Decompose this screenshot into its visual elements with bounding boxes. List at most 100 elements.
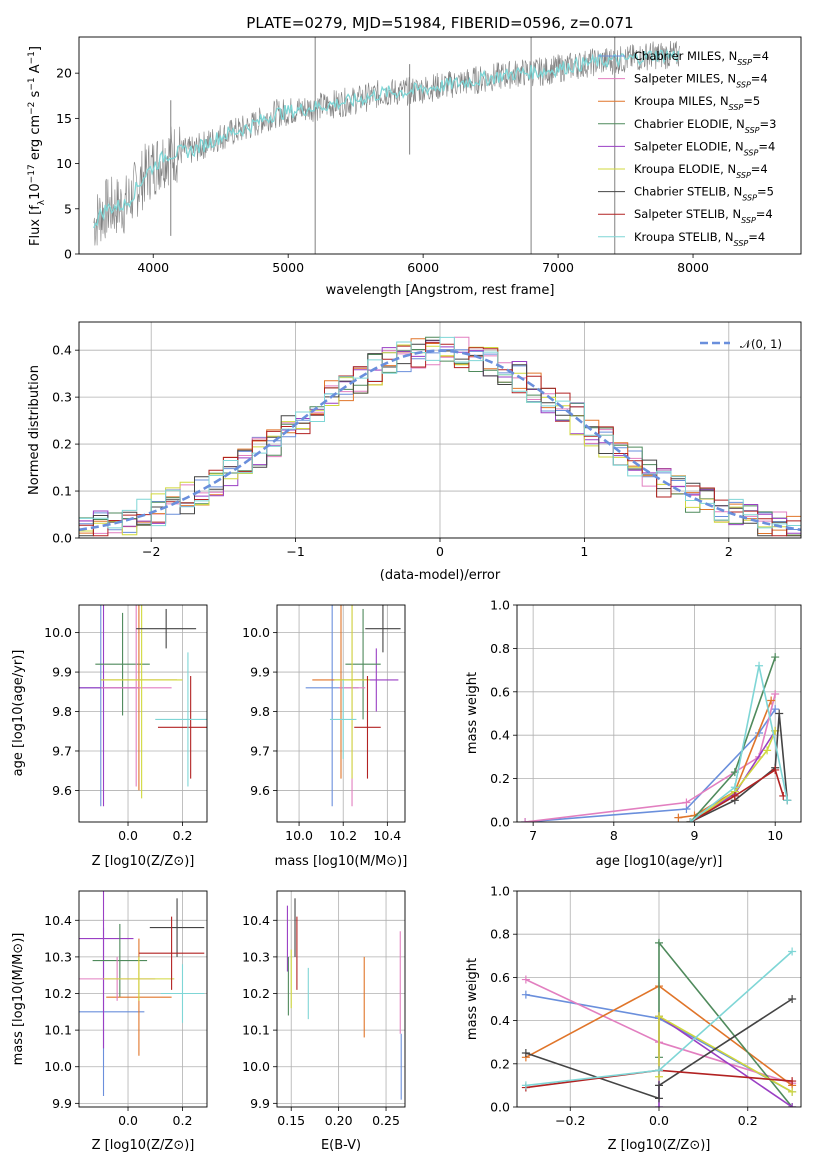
age_vs_mass-ytick-label: 9.8 [250, 704, 270, 719]
weight_vs_age-point-cyan [730, 783, 739, 792]
spectrum-model-line [93, 48, 680, 229]
weight_vs_Z-point-cyan [521, 1081, 530, 1090]
age_vs_Z-ytick-label: 9.9 [52, 665, 72, 680]
spectrum-legend-label: Salpeter MILES, NSSP=4 [634, 72, 768, 90]
mass_vs_ebv-ytick-label: 10.1 [242, 1023, 270, 1038]
weight_vs_age-point-pink [521, 818, 530, 822]
weight_vs_Z-point-cyan [655, 1066, 663, 1075]
weight_vs_age-xtick-label: 8 [610, 828, 618, 843]
residuals-ytick-label: 0.3 [52, 390, 72, 405]
spectrum-legend-label: Chabrier STELIB, NSSP=5 [634, 185, 774, 203]
age_vs_Z-ytick-label: 9.6 [52, 783, 72, 798]
spectrum-ylabel: Flux [fλ10−17 erg cm−2 s−1 A−1] [27, 46, 47, 246]
weight_vs_age-point-cyan [686, 818, 695, 822]
weight_vs_age-series-olive [690, 730, 776, 822]
residuals-ytick-label: 0.1 [52, 484, 72, 499]
weight_vs_age-ytick-label: 0.2 [490, 771, 510, 786]
mass_vs_ebv-ytick-label: 10.3 [242, 949, 270, 964]
spectrum-xtick-label: 7000 [542, 260, 574, 275]
weight_vs_age-point-cyan [783, 796, 792, 805]
weight_vs_age-ytick-label: 0.0 [490, 815, 510, 830]
age_vs_Z-ytick-label: 10.0 [44, 625, 72, 640]
spectrum-legend-label: Salpeter STELIB, NSSP=4 [634, 207, 773, 225]
residuals-ytick-label: 0.2 [52, 437, 72, 452]
weight_vs_Z-point-olive [655, 1012, 663, 1021]
weight_vs_Z-xtick-label: −0.2 [555, 1113, 585, 1128]
weight_vs_Z-series-dark [525, 998, 793, 1100]
spectrum-ytick-label: 20 [56, 66, 72, 81]
age_vs_Z-xtick-label: 0.2 [173, 828, 193, 843]
weight_vs_age-frame [516, 604, 802, 823]
residuals-plot-area [79, 322, 801, 538]
weight_vs_age-point-red [771, 765, 780, 774]
mass_vs_Z-ytick-label: 10.4 [44, 913, 72, 928]
weight_vs_age-ytick-label: 0.8 [490, 641, 510, 656]
weight_vs_Z-point-dark [655, 1094, 663, 1103]
age_vs_Z-frame [78, 604, 208, 823]
spectrum-legend-label: Salpeter ELODIE, NSSP=4 [634, 139, 775, 157]
mass_vs_ebv-ytick-label: 10.4 [242, 913, 270, 928]
weight_vs_Z-ytick-label: 0.0 [490, 1100, 510, 1115]
mass_vs_ebv-ytick-label: 9.9 [250, 1096, 270, 1111]
spectrum-legend-label: Chabrier MILES, NSSP=4 [634, 49, 769, 67]
residuals-axes [75, 321, 802, 542]
residuals-ytick-label: 0.0 [52, 531, 72, 546]
mass_vs_Z-ytick-label: 10.1 [44, 1023, 72, 1038]
weight_vs_age-ytick-label: 1.0 [490, 598, 510, 613]
weight_vs_age-point-pink [771, 689, 780, 698]
mass_vs_ebv-ytick-label: 10.0 [242, 1059, 270, 1074]
mass_vs_ebv-xtick-label: 0.20 [325, 1113, 353, 1128]
spectrum-legend-label: Kroupa STELIB, NSSP=4 [634, 230, 765, 248]
spectrum-legend-label: Kroupa MILES, NSSP=5 [634, 94, 760, 112]
weight_vs_age-xtick-label: 10 [767, 828, 783, 843]
weight_vs_Z-point-dark [655, 1081, 663, 1090]
weight_vs_age-point-blue [771, 705, 780, 714]
spectrum-plot-area [93, 37, 680, 254]
mass_vs_Z-xtick-label: 0.2 [173, 1113, 193, 1128]
normal-curve-dashed [79, 349, 801, 532]
weight_vs_age-point-cyan [755, 661, 764, 670]
weight_vs_age-ytick-label: 0.6 [490, 684, 510, 699]
mass_vs_ebv-frame [276, 890, 406, 1108]
weight_vs_Z-ytick-label: 0.6 [490, 970, 510, 985]
weight_vs_Z-xtick-label: 0.2 [738, 1113, 758, 1128]
mass_vs_Z-plot-area [79, 891, 207, 1107]
age_vs_Z-plot-area [79, 605, 207, 822]
weight_vs_Z-point-dark [521, 1049, 530, 1057]
weight_vs_Z-ytick-label: 0.8 [490, 927, 510, 942]
weight_vs_age-point-green [771, 653, 780, 662]
age_vs_mass-plot-area [277, 605, 405, 822]
mass-vs-Z-xlabel: Z [log10(Z/Z⊙)] [92, 1138, 195, 1153]
mass_vs_Z-ytick-label: 10.3 [44, 949, 72, 964]
mass-vs-ebv-xlabel: E(B-V) [321, 1138, 361, 1153]
age-vs-Z-ylabel: age [log10(age/yr)] [11, 650, 26, 777]
residuals-xtick-label: −2 [142, 544, 160, 559]
weight_vs_Z-point-pink [521, 975, 530, 984]
residual-histogram-cyan [79, 336, 801, 529]
residuals-xtick-label: 1 [580, 544, 588, 559]
weight_vs_age-series-blue [525, 708, 776, 822]
age_vs_mass-ytick-label: 9.6 [250, 783, 270, 798]
age_vs_mass-xtick-label: 10.2 [329, 828, 357, 843]
age-vs-mass-xlabel: mass [log10(M/M⊙)] [275, 854, 408, 869]
spectrum-xlabel: wavelength [Angstrom, rest frame] [326, 283, 555, 298]
weight_vs_age-xtick-label: 7 [529, 828, 537, 843]
mass_vs_Z-ytick-label: 9.9 [52, 1096, 72, 1111]
weight_vs_age-series-pink [525, 693, 776, 822]
spectrum-ytick-label: 10 [56, 156, 72, 171]
age_vs_mass-axes [273, 604, 406, 826]
weight_vs_Z-ytick-label: 0.2 [490, 1056, 510, 1071]
weight_vs_Z-plot-area [517, 891, 801, 1107]
weight_vs_Z-frame [516, 890, 802, 1108]
weight_vs_age-axes [513, 604, 802, 826]
weight_vs_age-point-dark [775, 709, 784, 718]
weight_vs_Z-point-purple [788, 1103, 797, 1107]
residuals-xtick-label: 2 [725, 544, 733, 559]
weight_vs_Z-point-dark [788, 995, 797, 1003]
weight-vs-age-ylabel: mass weight [465, 672, 480, 754]
weight_vs_Z-point-olive [788, 1087, 797, 1096]
weight-vs-Z-ylabel: mass weight [465, 958, 480, 1040]
weight_vs_age-ytick-label: 0.4 [490, 728, 510, 743]
weight_vs_Z-point-blue [521, 990, 530, 999]
